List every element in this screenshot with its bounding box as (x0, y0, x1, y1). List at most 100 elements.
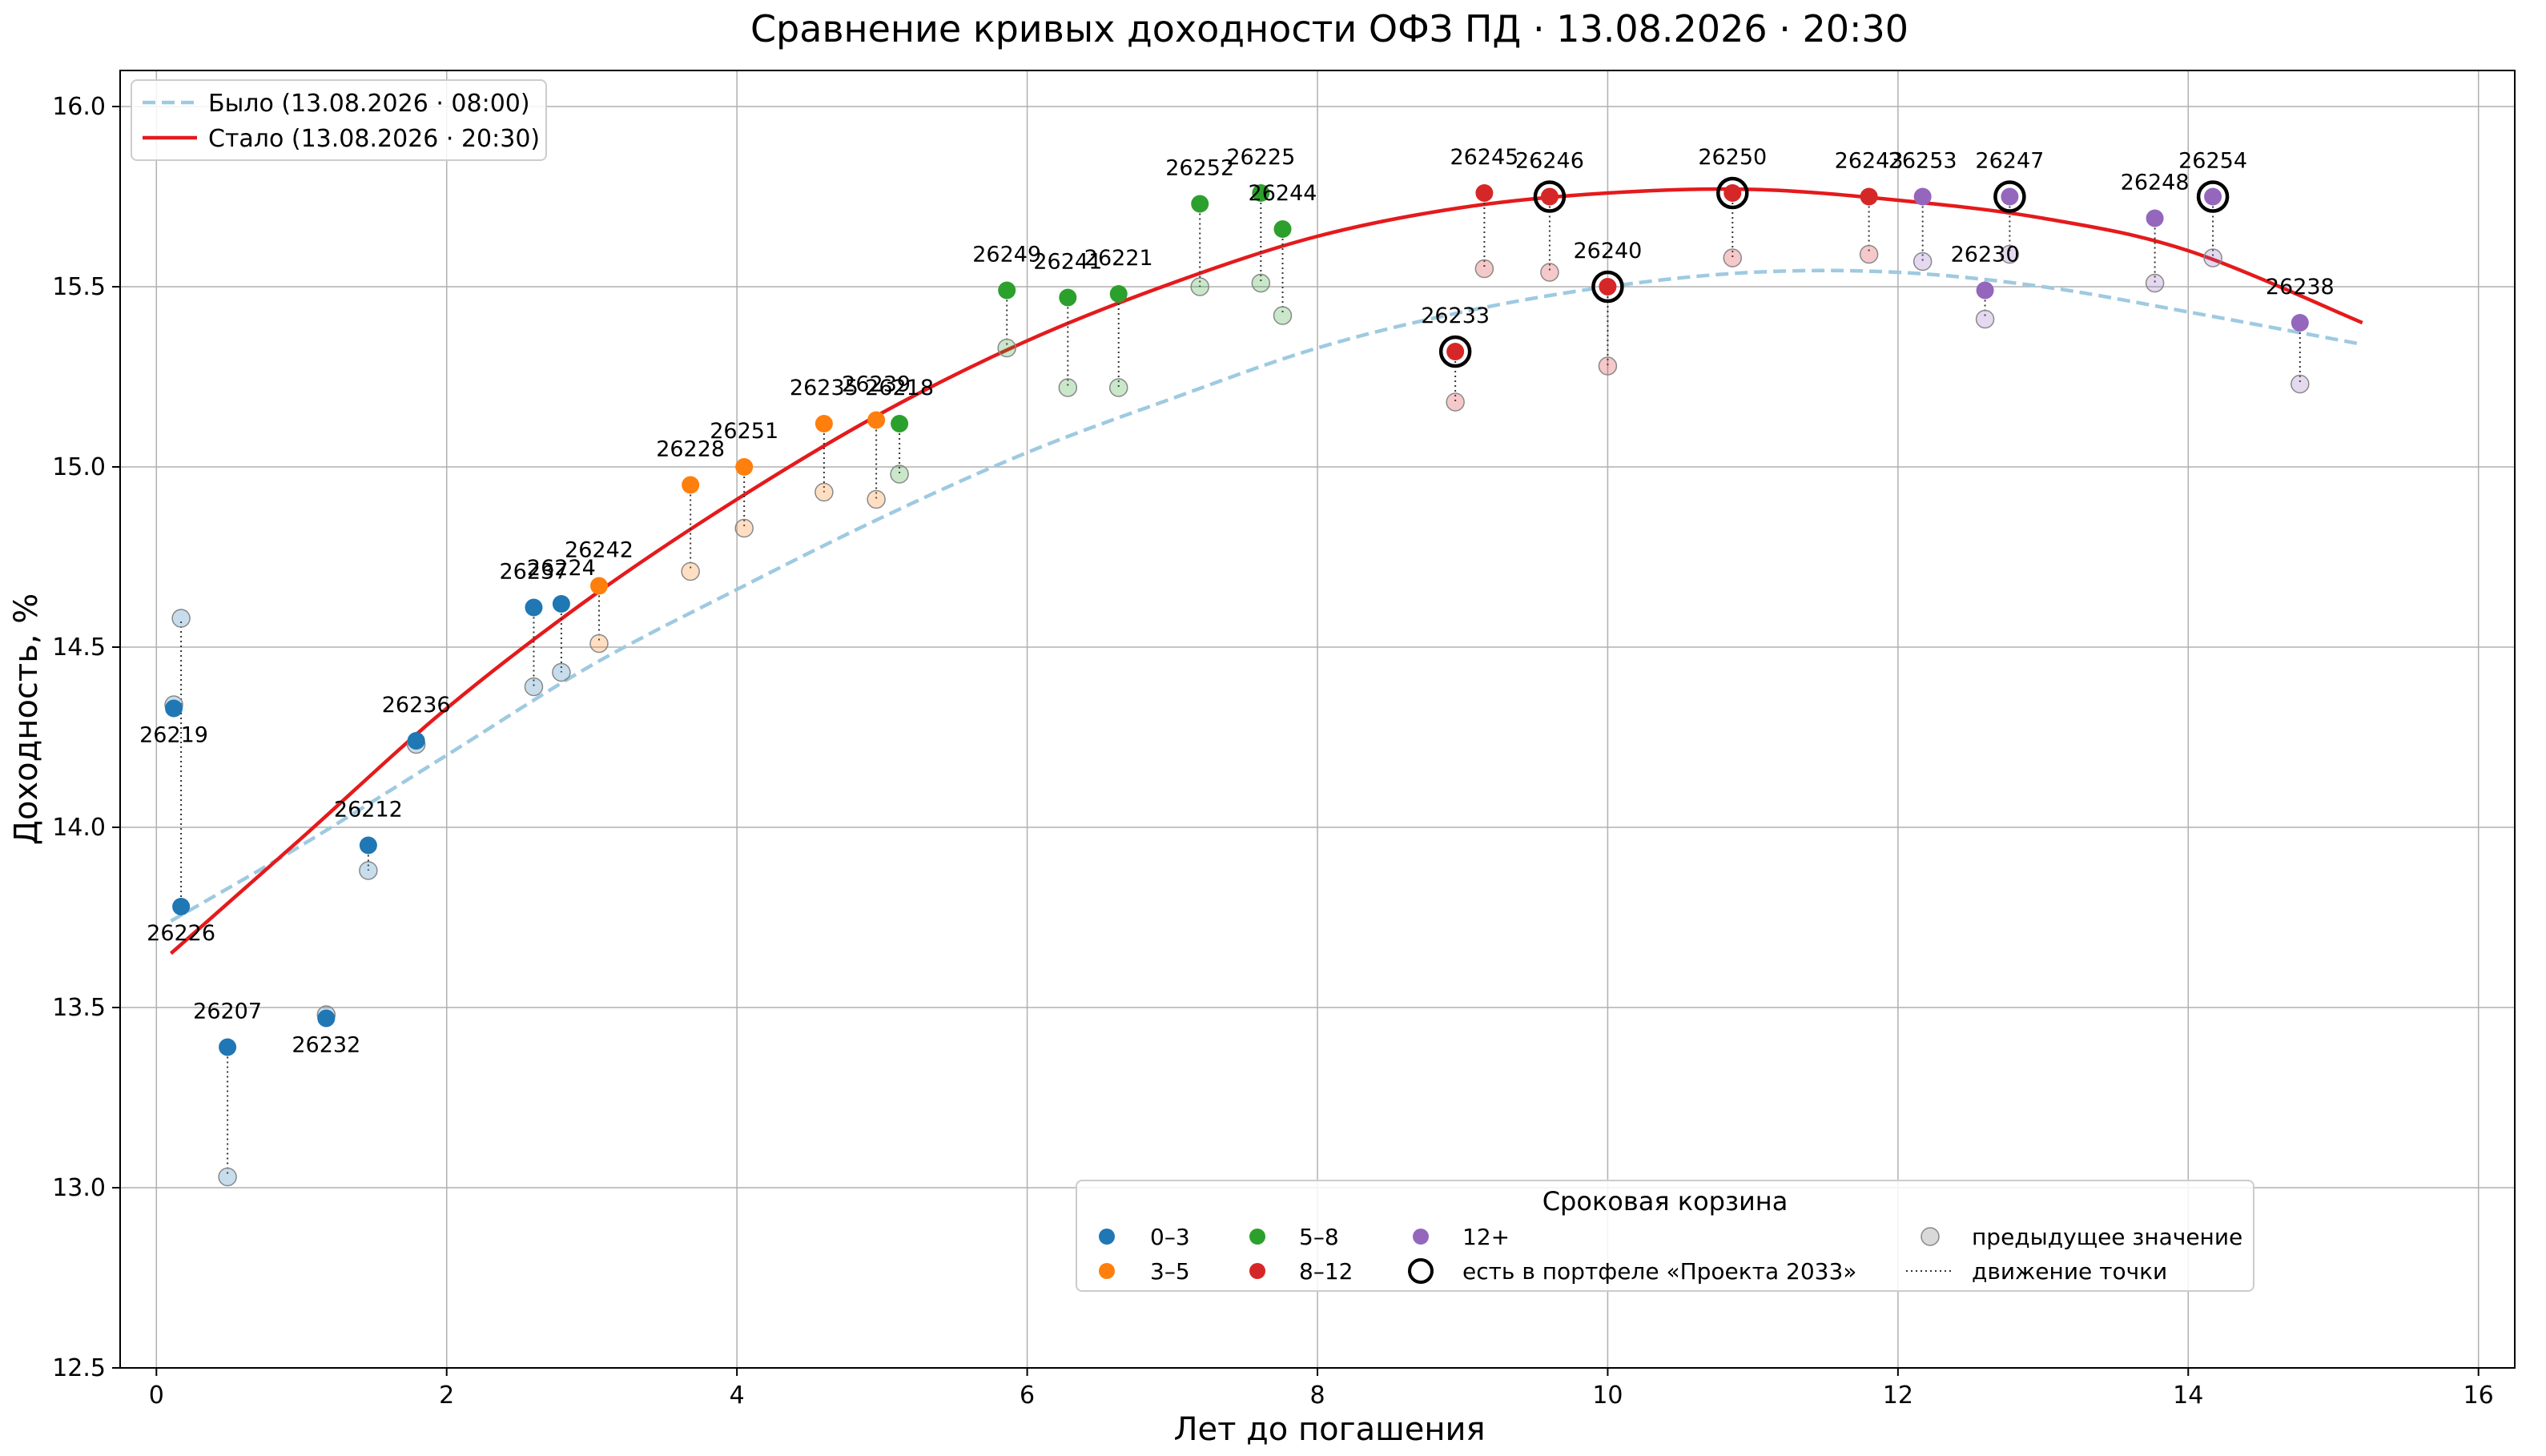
point-label: 26242 (565, 538, 633, 563)
point-label: 26237 (500, 560, 569, 585)
bond-point (867, 411, 886, 429)
bond-point (1446, 343, 1465, 360)
point-label: 26243 (1835, 149, 1904, 174)
point-label: 26245 (1450, 145, 1518, 170)
bond-point (219, 1038, 237, 1056)
legend-bucket-3-5-marker (1099, 1263, 1115, 1279)
point-label: 26252 (1165, 156, 1234, 181)
curves (169, 187, 2363, 955)
bond-point (1059, 288, 1077, 307)
bucket-legend: Сроковая корзина 0–3 3–5 5–8 8–12 12+ ес… (1076, 1180, 2254, 1292)
bond-point (998, 281, 1016, 300)
previous-point (1975, 309, 1995, 329)
bucket-legend-box (1076, 1180, 2254, 1292)
curve-legend-box (131, 79, 547, 161)
legend-portfolio-marker (1408, 1258, 1434, 1284)
bond-point (735, 458, 754, 476)
point-label: 26251 (710, 419, 778, 444)
bond-point (317, 1009, 336, 1028)
previous-point (814, 482, 834, 502)
legend-previous-marker (1921, 1227, 1940, 1246)
bond-point (1976, 281, 1994, 300)
bond-point (407, 732, 425, 750)
bond-point (1273, 220, 1292, 238)
legend-bucket-12plus-marker (1413, 1229, 1429, 1245)
y-axis-label: Доходность, % (8, 593, 45, 845)
curve-now (169, 187, 2363, 955)
previous-point (524, 677, 544, 697)
bond-point (1723, 184, 1742, 202)
bond-point (1860, 187, 1878, 206)
legend-bucket-0-3-label: 0–3 (1150, 1224, 1190, 1250)
bond-point (1109, 285, 1128, 303)
previous-point (2000, 244, 2020, 264)
point-label: 26238 (2266, 275, 2335, 300)
legend-portfolio-label: есть в портфеле «Проекта 2033» (1462, 1258, 1856, 1285)
previous-point (218, 1167, 237, 1187)
point-label: 26207 (193, 999, 262, 1024)
point-label: 26228 (656, 437, 725, 462)
bond-point (682, 476, 700, 494)
legend-bucket-8-12-marker (1249, 1263, 1265, 1279)
x-tick-label: 0 (149, 1382, 164, 1410)
bond-point (814, 415, 833, 432)
previous-point (1859, 244, 1879, 264)
point-label: 26219 (139, 723, 208, 748)
point-label: 26239 (842, 372, 911, 397)
previous-point (1446, 392, 1465, 412)
previous-point (2291, 374, 2310, 394)
previous-point (1540, 263, 1559, 282)
legend-bucket-3-5-label: 3–5 (1150, 1258, 1190, 1285)
portfolio-ring (1591, 270, 1624, 304)
bond-point (525, 598, 543, 617)
portfolio-ring (1716, 176, 1749, 210)
point-label: 26247 (1975, 149, 2044, 174)
point-label: 26249 (972, 243, 1041, 267)
bond-point (1252, 184, 1270, 202)
chart-title: Сравнение кривых доходности ОФЗ ПД · 13.… (750, 7, 1908, 50)
point-label: 26221 (1084, 246, 1153, 271)
previous-point (1598, 356, 1618, 376)
legend-now-label: Стало (13.08.2026 · 20:30) (208, 125, 540, 153)
previous-point (552, 662, 571, 682)
point-label: 26254 (2178, 149, 2247, 174)
y-tick-label: 13.5 (52, 994, 106, 1022)
previous-point (734, 518, 754, 538)
portfolio-ring (2196, 180, 2230, 213)
previous-point (1058, 378, 1078, 397)
point-label: 26232 (292, 1033, 360, 1058)
previous-point (359, 861, 378, 880)
x-tick-label: 6 (1020, 1382, 1035, 1410)
previous-point (589, 633, 609, 654)
point-label: 26226 (147, 921, 215, 946)
legend-previous-label: предыдущее значение (1972, 1224, 2242, 1250)
point-label: 26246 (1515, 149, 1584, 174)
legend-bucket-0-3-marker (1099, 1229, 1115, 1245)
previous-point (2145, 273, 2165, 293)
previous-point (1251, 273, 1271, 293)
point-label: 26241 (1033, 250, 1102, 275)
point-label: 26218 (865, 376, 934, 400)
axis-ticks: 0 2 4 6 8 10 12 14 16 12.5 13.0 13.5 14.0 14.5 15.0 15.… (52, 93, 2494, 1410)
curve-was (170, 268, 2363, 923)
y-tick-label: 12.5 (52, 1354, 106, 1382)
previous-point (1190, 277, 1209, 296)
point-label: 26225 (1226, 145, 1295, 170)
x-tick-label: 10 (1592, 1382, 1623, 1410)
previous-point (1913, 251, 1933, 271)
x-tick-label: 12 (1883, 1382, 1913, 1410)
x-tick-label: 2 (439, 1382, 454, 1410)
legend-bucket-5-8-label: 5–8 (1299, 1224, 1339, 1250)
legend-was-label: Было (13.08.2026 · 08:00) (208, 90, 530, 118)
previous-point (1723, 248, 1743, 267)
previous-point (1474, 259, 1494, 279)
portfolio-ring (1993, 180, 2026, 213)
bond-point (552, 595, 570, 613)
point-label: 26240 (1573, 239, 1642, 263)
bond-point (1475, 184, 1494, 202)
point-label: 26230 (1951, 243, 2020, 267)
point-label: 26233 (1421, 304, 1490, 328)
x-tick-label: 16 (2464, 1382, 2494, 1410)
legend-bucket-5-8-marker (1249, 1229, 1265, 1245)
point-labels: 26219 26226 26207 26232 26212 26236 2623726224… (139, 145, 2335, 1058)
